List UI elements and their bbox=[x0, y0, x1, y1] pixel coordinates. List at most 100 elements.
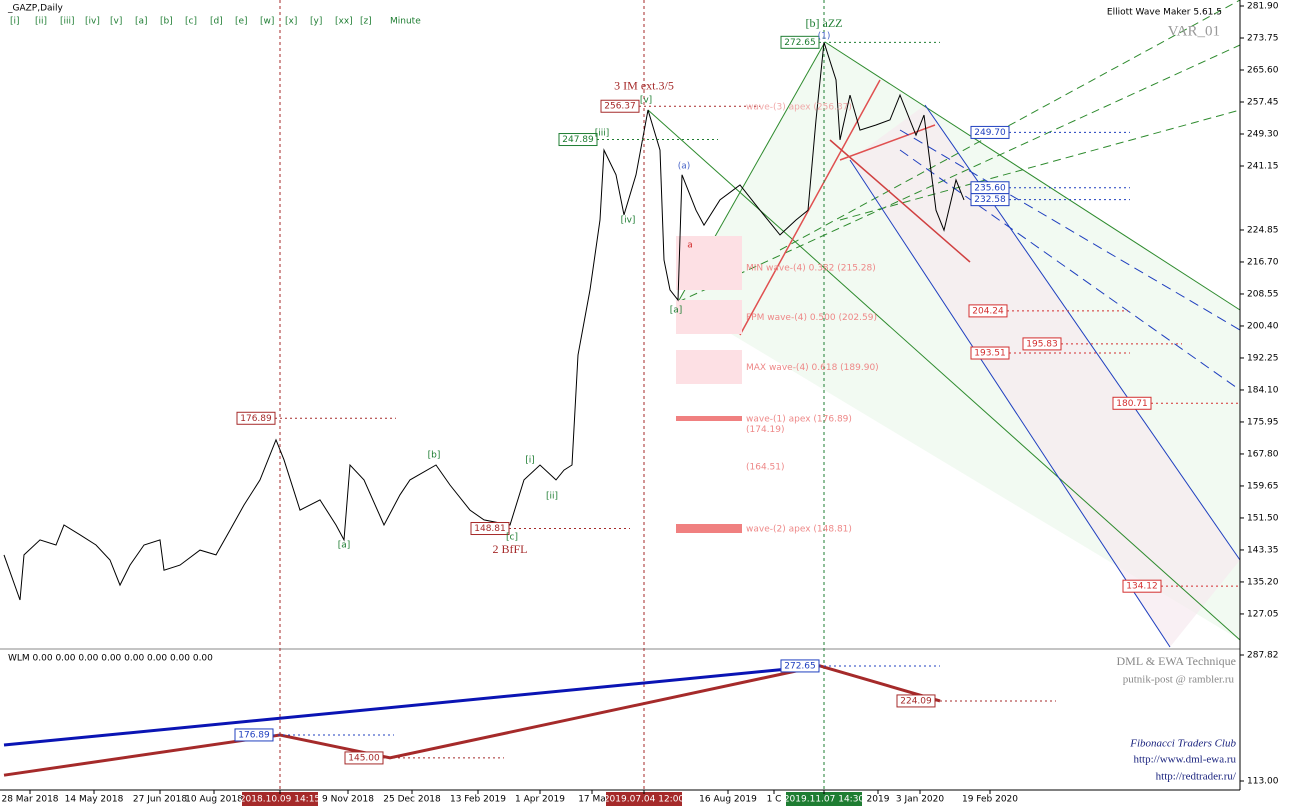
variant: VAR_01 bbox=[1168, 23, 1220, 39]
y-tick-label: 287.82 bbox=[1247, 651, 1279, 661]
credit: http://www.dml-ewa.ru bbox=[1133, 754, 1236, 766]
wave-button[interactable]: [y] bbox=[310, 17, 322, 27]
y-tick-label: 192.25 bbox=[1247, 353, 1279, 363]
price-label: 232.58 bbox=[974, 195, 1006, 205]
y-tick-label: 151.50 bbox=[1247, 513, 1279, 523]
wave-button[interactable]: [ii] bbox=[35, 17, 47, 27]
symbol: _GAZP,Daily bbox=[7, 4, 64, 14]
x-tick-highlight bbox=[242, 792, 318, 806]
y-tick-label: 216.70 bbox=[1247, 257, 1279, 267]
price-label: 256.37 bbox=[604, 102, 636, 112]
y-tick-label: 273.75 bbox=[1247, 34, 1279, 44]
trend-line bbox=[899, 149, 1241, 391]
x-tick-label: 17 Ma bbox=[578, 795, 606, 805]
y-tick-label: 241.15 bbox=[1247, 161, 1279, 171]
price-line bbox=[3, 42, 965, 601]
price-label-box bbox=[896, 694, 936, 708]
price-label: 195.83 bbox=[1026, 339, 1058, 349]
wave-button[interactable]: [e] bbox=[235, 17, 248, 27]
x-tick-label: 14 May 2018 bbox=[65, 795, 124, 805]
trend-line bbox=[839, 124, 936, 161]
price-label-box bbox=[970, 193, 1010, 207]
target-zone bbox=[676, 350, 742, 384]
trend-line bbox=[849, 159, 1171, 648]
price-label: 145.00 bbox=[348, 753, 380, 763]
wave-label: FPM wave-(4) 0.500 (202.59) bbox=[746, 313, 877, 323]
wave-label: MIN wave-(4) 0.382 (215.28) bbox=[746, 263, 876, 273]
trend-line bbox=[647, 109, 1241, 641]
wave-button[interactable]: [b] bbox=[160, 17, 173, 27]
wave-label: [iii] bbox=[595, 128, 610, 138]
wave-label: 3 IM ext.3/5 bbox=[614, 79, 674, 93]
trend-line bbox=[899, 129, 1241, 331]
wave-label: [i] bbox=[525, 455, 535, 465]
wave-label: [v] bbox=[640, 95, 652, 105]
fork-zone bbox=[850, 105, 1240, 647]
wave-button[interactable]: [d] bbox=[210, 17, 223, 27]
x-tick-label: 25 Dec 2018 bbox=[383, 795, 441, 805]
wave-button[interactable]: [w] bbox=[260, 17, 274, 27]
price-label: 249.70 bbox=[974, 128, 1006, 138]
credit: DML & EWA Technique bbox=[1117, 654, 1236, 668]
y-tick-label: 143.35 bbox=[1247, 545, 1279, 555]
credit: putnik-post @ rambler.ru bbox=[1123, 674, 1235, 686]
wave-label: [a] bbox=[670, 305, 683, 315]
x-tick-label: 13 Feb 2019 bbox=[450, 795, 506, 805]
price-label-box bbox=[558, 133, 598, 147]
x-tick-label: 2019.11.07 14:30 bbox=[784, 795, 865, 805]
price-label-box bbox=[1112, 396, 1152, 410]
degree: Minute bbox=[390, 17, 421, 27]
wave-button[interactable]: [z] bbox=[360, 17, 372, 27]
wave-label: [c] bbox=[506, 532, 518, 542]
x-tick-label: 28 Mar 2018 bbox=[1, 795, 58, 805]
target-zone bbox=[676, 524, 742, 533]
indicator-name: Elliott Wave Maker 5.61.5 bbox=[1107, 8, 1222, 18]
wave-button[interactable]: [v] bbox=[110, 17, 122, 27]
price-label: 272.65 bbox=[784, 661, 816, 671]
price-label-box bbox=[344, 751, 384, 765]
target-zone bbox=[676, 416, 742, 421]
y-tick-label: 265.60 bbox=[1247, 66, 1279, 76]
price-label-box bbox=[236, 411, 276, 425]
x-tick-highlight bbox=[606, 792, 682, 806]
x-tick-highlight bbox=[786, 792, 862, 806]
price-label-box bbox=[970, 346, 1010, 360]
wave-button[interactable]: [x] bbox=[285, 17, 297, 27]
price-label-box bbox=[1122, 579, 1162, 593]
wave-label: (a) bbox=[678, 161, 691, 171]
y-tick-label: 224.85 bbox=[1247, 225, 1279, 235]
price-label-box bbox=[234, 728, 274, 742]
wave-label: [b] bbox=[428, 451, 441, 461]
wave-button[interactable]: [a] bbox=[135, 17, 148, 27]
wave-label: a bbox=[687, 241, 693, 251]
wave-label: MAX wave-(4) 0.618 (189.90) bbox=[746, 363, 879, 373]
wave-button[interactable]: [c] bbox=[185, 17, 197, 27]
y-tick-label: 175.95 bbox=[1247, 417, 1279, 427]
y-tick-label: 281.90 bbox=[1247, 2, 1279, 12]
x-tick-label: 9 Nov 2018 bbox=[322, 795, 374, 805]
y-tick-label: 249.30 bbox=[1247, 129, 1279, 139]
wave-label: [ii] bbox=[546, 491, 558, 501]
wave-button[interactable]: [iv] bbox=[85, 17, 100, 27]
wave-button[interactable]: [iii] bbox=[60, 17, 75, 27]
x-tick-label: 2019.07.04 12:00 bbox=[604, 795, 685, 805]
trend-line bbox=[829, 139, 971, 263]
price-label: 193.51 bbox=[974, 349, 1006, 359]
price-label: 204.24 bbox=[972, 306, 1004, 316]
y-tick-label: 200.40 bbox=[1247, 321, 1279, 331]
wave-label: [iv] bbox=[621, 215, 636, 225]
indicator-title: WLM 0.00 0.00 0.00 0.00 0.00 0.00 0.00 0… bbox=[8, 654, 213, 664]
price-label-box bbox=[1022, 337, 1062, 351]
y-tick-label: 135.20 bbox=[1247, 577, 1279, 587]
x-tick-label: 1 Apr 2019 bbox=[515, 795, 565, 805]
x-tick-label: 19 Feb 2020 bbox=[962, 795, 1018, 805]
y-tick-label: 184.10 bbox=[1247, 385, 1279, 395]
x-tick-label: 1 C bbox=[767, 795, 782, 805]
x-tick-label: 2019 bbox=[867, 795, 890, 805]
wave-button[interactable]: [xx] bbox=[335, 17, 353, 27]
price-label-box bbox=[470, 522, 510, 536]
wave-label: wave-(3) apex (256.37) bbox=[746, 102, 852, 112]
target-zone bbox=[676, 236, 742, 290]
x-tick-label: 3 Jan 2020 bbox=[896, 795, 944, 805]
wave-button[interactable]: [i] bbox=[10, 17, 20, 27]
